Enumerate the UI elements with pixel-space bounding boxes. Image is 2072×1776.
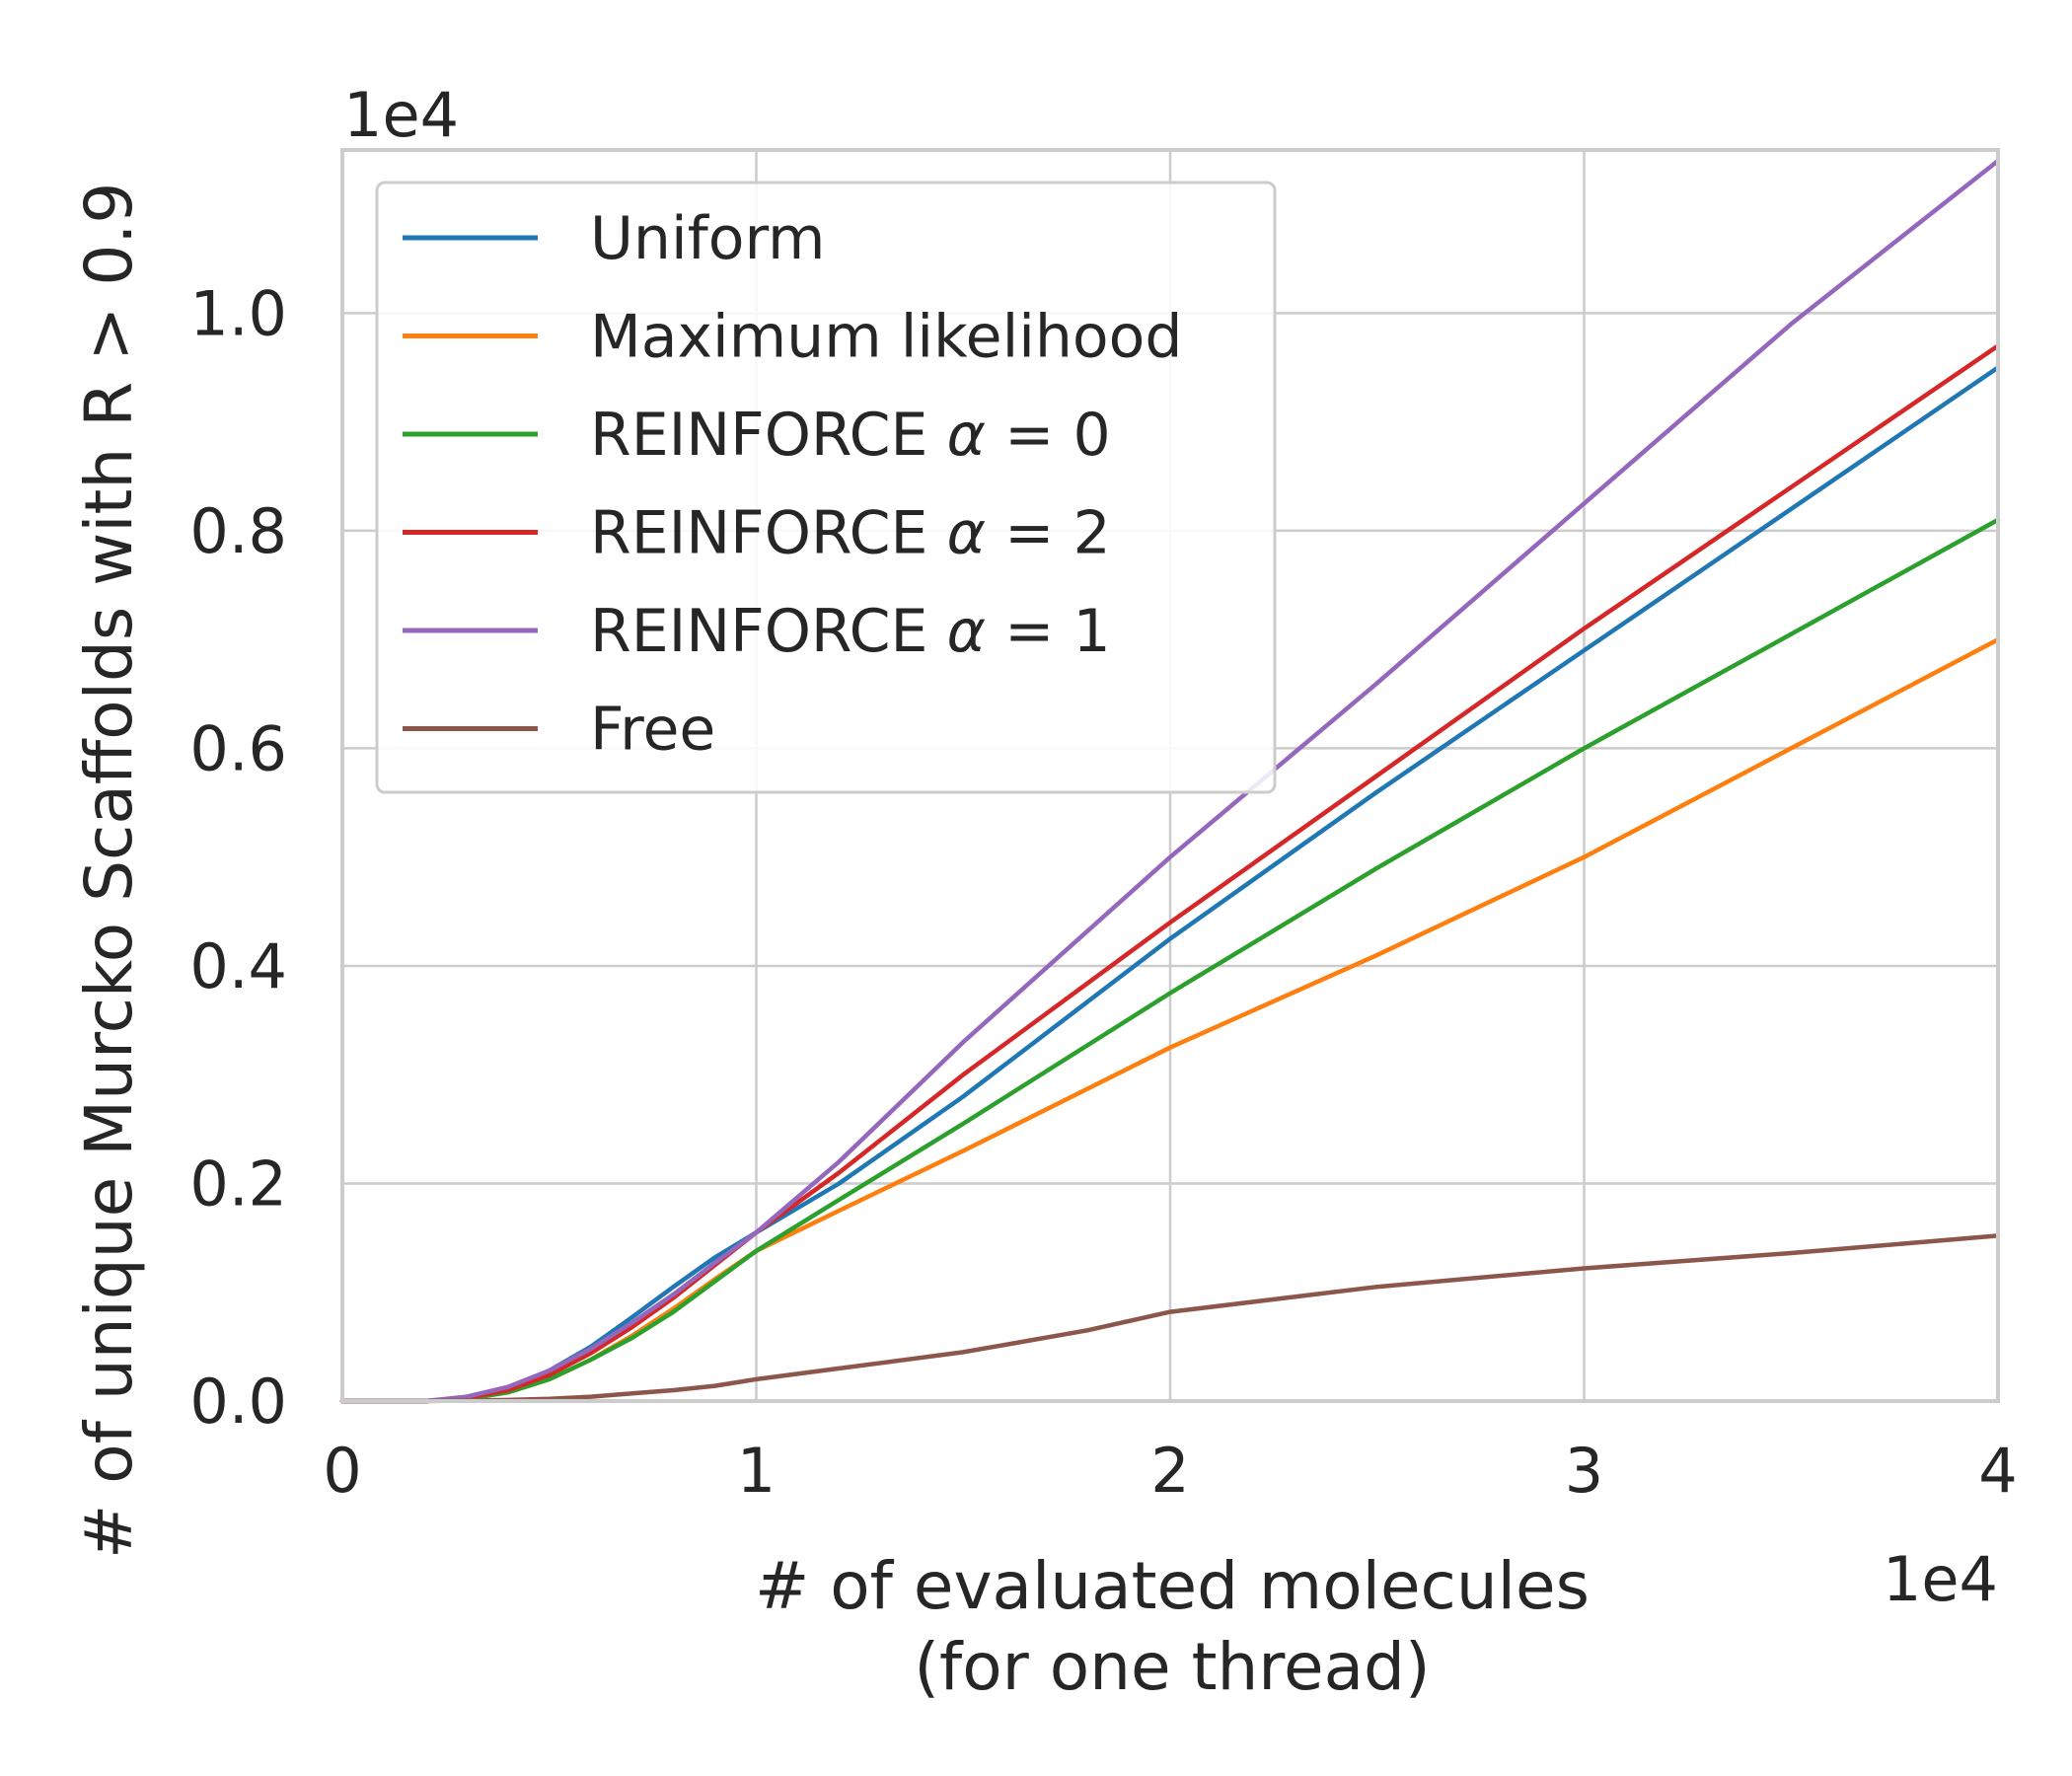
x-tick-label: 2: [1150, 1435, 1189, 1507]
x-axis-ticks: 0 1 2 3 4: [323, 1435, 2017, 1507]
legend-box: [375, 181, 1277, 794]
legend-label: Maximum likelihood: [590, 303, 1182, 372]
y-tick-label: 0.4: [189, 930, 287, 1002]
x-tick-label: 3: [1565, 1435, 1603, 1507]
y-tick-label: 0.0: [189, 1366, 287, 1438]
legend-label: REINFORCE α = 2: [590, 499, 1111, 568]
x-axis-label-line1: # of evaluated molecules: [755, 1548, 1590, 1624]
legend-label: Uniform: [590, 204, 826, 273]
legend-label: REINFORCE α = 1: [590, 597, 1111, 666]
y-tick-label: 1.0: [189, 277, 287, 349]
plot-frame: [340, 148, 2000, 1403]
series-layer: [339, 158, 2001, 1404]
x-tick-label: 1: [737, 1435, 776, 1507]
y-axis-ticks: 0.0 0.2 0.4 0.6 0.8 1.0: [189, 277, 287, 1438]
y-tick-label: 0.8: [189, 495, 287, 567]
legend-label: REINFORCE α = 0: [590, 401, 1111, 470]
y-axis-label: # of unique Murcko Scaffolds with R > 0.…: [71, 183, 147, 1559]
legend: Uniform Maximum likelihood REINFORCE α = 0…: [375, 181, 1277, 794]
x-axis-offset-label: 1e4: [1883, 1543, 1998, 1615]
x-tick-label: 4: [1978, 1435, 2017, 1507]
y-tick-label: 0.2: [189, 1147, 287, 1220]
y-tick-label: 0.6: [189, 712, 287, 784]
series-line: [339, 158, 2001, 1404]
legend-label: Free: [590, 696, 715, 765]
x-axis-label-line2: (for one thread): [914, 1629, 1430, 1705]
y-axis-offset-label: 1e4: [343, 79, 459, 151]
x-tick-label: 0: [323, 1435, 361, 1507]
